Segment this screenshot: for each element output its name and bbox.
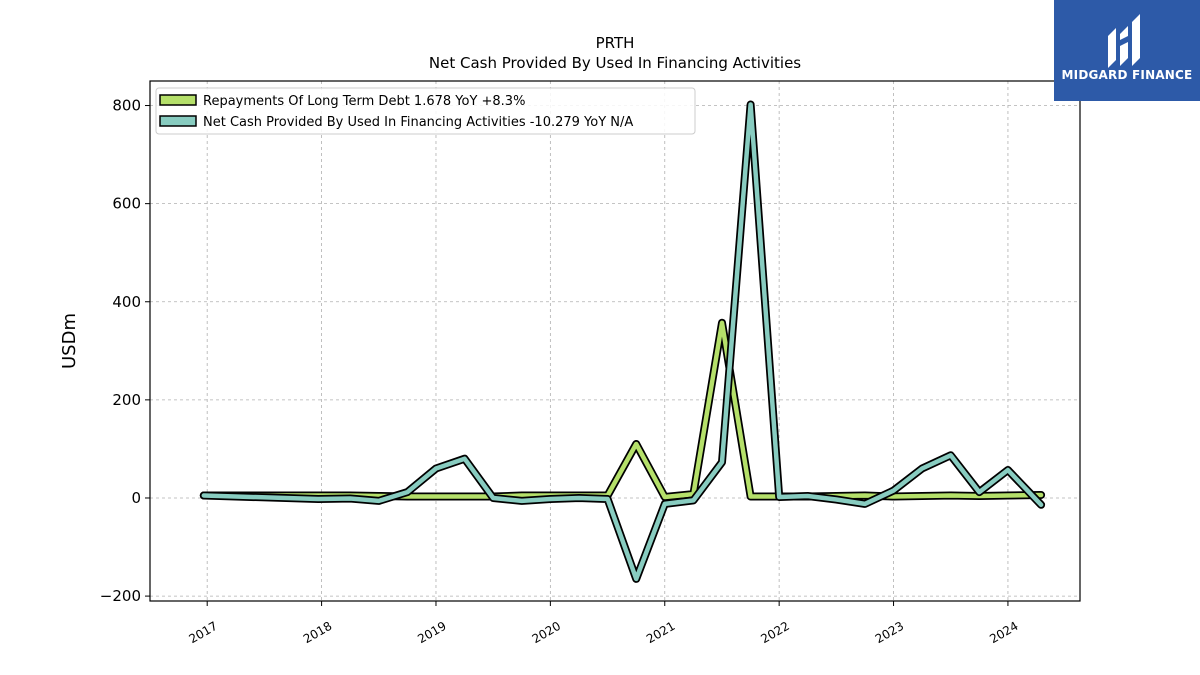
legend-box [155, 87, 696, 135]
legend-swatch-1 [159, 94, 197, 106]
legend-swatch-2 [159, 115, 197, 127]
logo-mark-icon [1108, 14, 1140, 68]
y-axis-label: USDm [59, 313, 80, 369]
series-outline-2 [199, 100, 1046, 583]
series-lines [199, 100, 1046, 583]
x-tick-label: 2021 [644, 619, 677, 646]
series-line-2 [201, 102, 1044, 582]
brand-logo: MIDGARD FINANCE [1054, 0, 1200, 101]
legend-label-2: Net Cash Provided By Used In Financing A… [203, 115, 633, 130]
y-tick-label: 0 [131, 489, 141, 507]
x-tick-label: 2024 [987, 619, 1020, 646]
x-tick-label: 2023 [873, 619, 906, 646]
legend: Repayments Of Long Term Debt 1.678 YoY +… [155, 87, 696, 135]
x-tick-label: 2017 [186, 619, 219, 646]
logo-text: MIDGARD FINANCE [1061, 68, 1193, 82]
chart-title: PRTH [596, 34, 635, 52]
y-tick-label: 800 [112, 97, 141, 115]
series-line-1 [201, 320, 1044, 500]
chart-subtitle: Net Cash Provided By Used In Financing A… [429, 54, 801, 72]
x-tick-label: 2020 [530, 619, 563, 646]
legend-label-1: Repayments Of Long Term Debt 1.678 YoY +… [203, 94, 525, 109]
x-tick-label: 2019 [415, 619, 448, 646]
axes: −200 0 200 400 600 800 2017 2018 2019 2020 2021 202… [100, 97, 1021, 647]
y-tick-label: 200 [112, 391, 141, 409]
x-tick-label: 2018 [301, 619, 334, 646]
x-tick-label: 2022 [758, 619, 791, 646]
y-tick-label: 600 [112, 195, 141, 213]
y-tick-label: 400 [112, 293, 141, 311]
y-tick-label: −200 [100, 587, 141, 605]
plot-frame [149, 80, 1081, 602]
